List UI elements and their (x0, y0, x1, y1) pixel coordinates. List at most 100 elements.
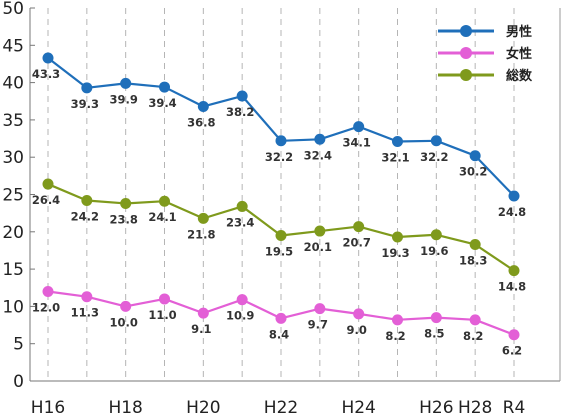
data-point (42, 285, 54, 297)
series-2 (42, 285, 520, 341)
data-label: 32.2 (265, 150, 293, 164)
data-label: 6.2 (502, 344, 522, 358)
data-point (81, 194, 93, 206)
data-point (430, 312, 442, 324)
y-tick-label: 10 (2, 297, 24, 317)
x-tick-label: H22 (264, 398, 298, 416)
data-label: 34.1 (342, 136, 370, 150)
data-label: 14.8 (498, 280, 526, 294)
legend-swatch-marker (460, 47, 472, 59)
data-label: 19.5 (265, 245, 293, 259)
data-point (392, 314, 403, 326)
legend-label: 総数 (506, 68, 533, 84)
data-label: 26.4 (32, 193, 60, 207)
data-point (197, 100, 209, 112)
data-point (314, 133, 326, 145)
legend-label: 女性 (506, 46, 532, 62)
data-point (508, 329, 520, 341)
data-point (275, 135, 287, 147)
data-label: 11.3 (71, 306, 99, 320)
data-point (508, 190, 520, 202)
data-point (508, 265, 520, 277)
data-label: 23.4 (226, 215, 254, 229)
data-label: 19.3 (381, 246, 409, 260)
data-label: 9.7 (308, 318, 328, 332)
data-label: 24.2 (71, 209, 99, 223)
data-point (197, 307, 209, 319)
data-point (159, 293, 170, 305)
data-point (353, 121, 365, 133)
data-label: 8.2 (463, 329, 483, 343)
x-tick-label: R4 (503, 398, 526, 416)
y-tick-label: 50 (2, 0, 24, 19)
legend-item-3: 総数 (438, 68, 533, 84)
axes: 0 5 10 15 20 25 30 35 40 45 50 H16 H18 H20 H22 H24 H26 H2… (2, 0, 561, 416)
data-point (392, 231, 403, 243)
data-label: 39.9 (109, 92, 137, 106)
data-labels: 43.3 39.3 39.9 39.4 36.8 38.2 32.2 32.4 34.1 32.1… (32, 67, 526, 358)
data-label: 32.2 (420, 150, 448, 164)
data-point (120, 300, 132, 312)
legend-swatch-marker (460, 69, 472, 81)
data-point (430, 229, 442, 241)
data-label: 23.8 (109, 212, 137, 226)
data-label: 30.2 (459, 165, 487, 179)
data-label: 9.0 (346, 323, 366, 337)
x-tick-label: H26 (419, 398, 453, 416)
data-label: 8.5 (424, 327, 444, 341)
data-label: 19.6 (420, 244, 448, 258)
y-tick-label: 25 (2, 186, 24, 206)
data-label: 24.1 (148, 210, 176, 224)
data-point (81, 82, 93, 94)
series-1 (42, 52, 520, 202)
x-tick-label: H28 (458, 398, 492, 416)
data-point (159, 81, 170, 93)
x-tick-label: H18 (108, 398, 142, 416)
y-tick-label: 40 (2, 74, 24, 94)
data-label: 18.3 (459, 253, 487, 267)
data-point (159, 195, 170, 207)
data-label: 21.8 (187, 227, 215, 241)
data-point (469, 150, 481, 162)
data-label: 8.2 (385, 329, 405, 343)
data-point (314, 225, 326, 237)
y-tick-label: 20 (2, 223, 24, 243)
data-label: 11.0 (148, 308, 176, 322)
data-point (353, 221, 365, 233)
data-label: 39.3 (71, 97, 99, 111)
data-point (120, 197, 132, 209)
x-tick-label: H24 (341, 398, 375, 416)
data-label: 32.4 (304, 148, 332, 162)
series-3 (42, 178, 520, 277)
legend-item-2: 女性 (438, 46, 532, 62)
y-tick-label: 15 (2, 260, 24, 280)
x-tick-label: H16 (31, 398, 65, 416)
data-label: 8.4 (269, 327, 289, 341)
y-tick-label: 5 (13, 335, 24, 355)
data-point (236, 90, 248, 102)
data-label: 36.8 (187, 115, 215, 129)
data-point (353, 308, 365, 320)
data-label: 20.1 (304, 240, 332, 254)
y-tick-label: 45 (2, 36, 24, 56)
data-point (81, 291, 93, 303)
legend-label: 男性 (506, 24, 532, 40)
data-label: 20.7 (342, 236, 370, 250)
data-point (236, 200, 248, 212)
y-tick-label: 30 (2, 148, 24, 168)
data-label: 38.2 (226, 105, 254, 119)
data-label: 12.0 (32, 300, 60, 314)
data-point (469, 314, 481, 326)
legend-swatch-marker (460, 25, 472, 37)
data-point (197, 212, 209, 224)
data-point (469, 238, 481, 250)
series (42, 52, 520, 341)
data-label: 32.1 (381, 151, 409, 165)
y-tick-label: 35 (2, 111, 24, 131)
data-point (430, 135, 442, 147)
x-tick-label: H20 (186, 398, 220, 416)
data-point (275, 230, 287, 242)
data-point (314, 303, 326, 315)
